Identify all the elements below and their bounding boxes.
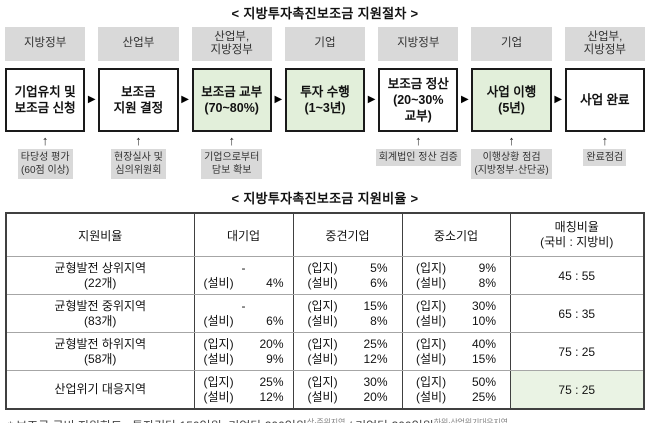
note-box: 완료점검 bbox=[583, 149, 627, 166]
header-medium-company: 중견기업 bbox=[292, 212, 403, 257]
flow-arrow-icon: ▶ bbox=[554, 94, 563, 105]
actor-label: 산업부 bbox=[98, 27, 179, 61]
footnote-superscript: 하위·산업위기대응지역 bbox=[433, 418, 508, 423]
small-company-cell: (입지) 40% (설비) 15% bbox=[401, 332, 511, 371]
medium-company-cell: (입지) 15% (설비) 8% bbox=[292, 294, 403, 333]
actor-label: 산업부, 지방정부 bbox=[191, 27, 272, 61]
table-row: 균형발전 중위지역 (83개) - (설비) 6% (입지) 15% (설비) 8% (… bbox=[5, 294, 645, 333]
flow-step-box: 사업 이행 (5년) bbox=[471, 68, 552, 132]
table-row: 균형발전 하위지역 (58개) (입지) 20% (설비) 9% (입지) 25% (설… bbox=[5, 332, 645, 371]
footnote-superscript: 상·중위지역 bbox=[306, 418, 346, 423]
actor-label: 지방정부 bbox=[5, 27, 86, 61]
flow-arrow-icon: ▶ bbox=[87, 94, 96, 105]
ratio-title: < 지방투자촉진보조금 지원비율 > bbox=[231, 191, 419, 206]
up-arrow-icon: ↑ bbox=[601, 133, 609, 148]
notes-row: ↑ 타당성 평가 (60점 이상) ↑ 현장실사 및 심의위원회 ↑ 기업으로부터 담보 확… bbox=[5, 134, 645, 179]
large-company-cell: - (설비) 6% bbox=[193, 294, 294, 333]
flow-arrow-icon: ▶ bbox=[274, 94, 283, 105]
small-company-cell: (입지) 9% (설비) 8% bbox=[401, 256, 511, 295]
region-cell: 산업위기 대응지역 bbox=[5, 370, 195, 410]
procedure-title: < 지방투자촉진보조금 지원절차 > bbox=[231, 6, 419, 21]
note-box: 회계법인 정산 검증 bbox=[375, 149, 461, 166]
up-arrow-icon: ↑ bbox=[415, 133, 422, 148]
actor-label: 기업 bbox=[471, 27, 552, 61]
table-row: 균형발전 상위지역 (22개) - (설비) 4% (입지) 5% (설비) 6% (입… bbox=[5, 256, 645, 295]
flow-boxes-row: 기업유치 및 보조금 신청 ▶ 보조금 지원 결정 ▶ 보조금 교부 (70~80%)… bbox=[5, 68, 645, 132]
up-arrow-icon: ↑ bbox=[228, 133, 235, 148]
matching-ratio-cell: 45 : 55 bbox=[509, 256, 645, 295]
medium-company-cell: (입지) 5% (설비) 6% bbox=[292, 256, 403, 295]
note-box: 타당성 평가 (60점 이상) bbox=[17, 149, 73, 179]
note-box: 이행상황 점검 (지방정부·산단공) bbox=[471, 149, 552, 179]
medium-company-cell: (입지) 25% (설비) 12% bbox=[292, 332, 403, 371]
actors-row: 지방정부 산업부 산업부, 지방정부 기업 지방정부 기업 산업부, 지방정부 bbox=[5, 27, 645, 61]
header-large-company: 대기업 bbox=[193, 212, 294, 257]
table-header-row: 지원비율 대기업 중견기업 중소기업 매칭비율 (국비 : 지방비) bbox=[5, 212, 645, 257]
flow-arrow-icon: ▶ bbox=[367, 94, 376, 105]
flow-step-box: 사업 완료 bbox=[564, 68, 645, 132]
flow-arrow-icon: ▶ bbox=[461, 94, 469, 105]
actor-label: 기업 bbox=[284, 27, 366, 61]
flow-step-box: 보조금 정산 (20~30% 교부) bbox=[378, 68, 459, 132]
header-matching-ratio: 매칭비율 (국비 : 지방비) bbox=[509, 212, 645, 257]
region-cell: 균형발전 중위지역 (83개) bbox=[5, 294, 195, 333]
note-box: 기업으로부터 담보 확보 bbox=[201, 149, 263, 179]
flow-step-box: 투자 수행 (1~3년) bbox=[284, 68, 366, 132]
footnote: * 보조금 국비 지원한도 : 투자건당 150억원 기업당 200억원상·중위… bbox=[8, 417, 645, 423]
up-arrow-icon: ↑ bbox=[135, 133, 142, 148]
large-company-cell: (입지) 25% (설비) 12% bbox=[193, 370, 294, 410]
flow-step-box: 보조금 지원 결정 bbox=[98, 68, 179, 132]
region-cell: 균형발전 상위지역 (22개) bbox=[5, 256, 195, 295]
flow-arrow-icon: ▶ bbox=[181, 94, 189, 105]
flow-step-box: 기업유치 및 보조금 신청 bbox=[5, 68, 86, 132]
matching-ratio-cell: 75 : 25 bbox=[509, 370, 645, 410]
large-company-cell: - (설비) 4% bbox=[193, 256, 294, 295]
matching-ratio-cell: 75 : 25 bbox=[509, 332, 645, 371]
support-ratio-table: 지원비율 대기업 중견기업 중소기업 매칭비율 (국비 : 지방비) 균형발전 상… bbox=[5, 212, 645, 410]
actor-label: 산업부, 지방정부 bbox=[564, 27, 645, 61]
region-cell: 균형발전 하위지역 (58개) bbox=[5, 332, 195, 371]
table-row: 산업위기 대응지역 (입지) 25% (설비) 12% (입지) 30% (설비) 20… bbox=[5, 370, 645, 410]
matching-ratio-cell: 65 : 35 bbox=[509, 294, 645, 333]
header-small-company: 중소기업 bbox=[401, 212, 511, 257]
flow-step-box: 보조금 교부 (70~80%) bbox=[191, 68, 272, 132]
up-arrow-icon: ↑ bbox=[508, 133, 515, 148]
up-arrow-icon: ↑ bbox=[41, 133, 49, 148]
actor-label: 지방정부 bbox=[378, 27, 459, 61]
header-region: 지원비율 bbox=[5, 212, 195, 257]
small-company-cell: (입지) 50% (설비) 25% bbox=[401, 370, 511, 410]
large-company-cell: (입지) 20% (설비) 9% bbox=[193, 332, 294, 371]
note-box: 현장실사 및 심의위원회 bbox=[111, 149, 166, 179]
small-company-cell: (입지) 30% (설비) 10% bbox=[401, 294, 511, 333]
medium-company-cell: (입지) 30% (설비) 20% bbox=[292, 370, 403, 410]
